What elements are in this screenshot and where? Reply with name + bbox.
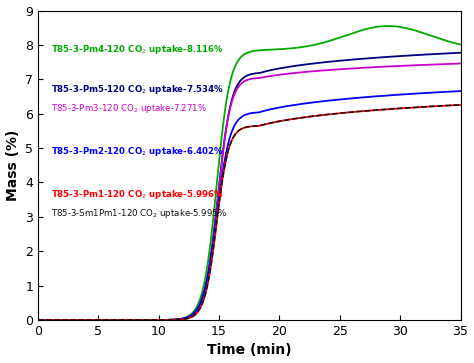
- Text: T85-3-Pm1-120 CO$_2$ uptake-5.996%: T85-3-Pm1-120 CO$_2$ uptake-5.996%: [51, 188, 223, 201]
- Text: T85-3-Pm4-120 CO$_2$ uptake-8.116%: T85-3-Pm4-120 CO$_2$ uptake-8.116%: [51, 43, 223, 56]
- Text: T85-3-Pm2-120 CO$_2$ uptake-6.402%: T85-3-Pm2-120 CO$_2$ uptake-6.402%: [51, 145, 223, 158]
- Text: T85-3-Pm3-120 CO$_2$ uptake-7.271%: T85-3-Pm3-120 CO$_2$ uptake-7.271%: [51, 102, 207, 115]
- Y-axis label: Mass (%): Mass (%): [6, 130, 19, 201]
- Text: T85-3-Sm1Pm1-120 CO$_2$ uptake-5.995%: T85-3-Sm1Pm1-120 CO$_2$ uptake-5.995%: [51, 207, 227, 220]
- Text: T85-3-Pm5-120 CO$_2$ uptake-7.534%: T85-3-Pm5-120 CO$_2$ uptake-7.534%: [51, 83, 223, 96]
- X-axis label: Time (min): Time (min): [207, 343, 292, 358]
